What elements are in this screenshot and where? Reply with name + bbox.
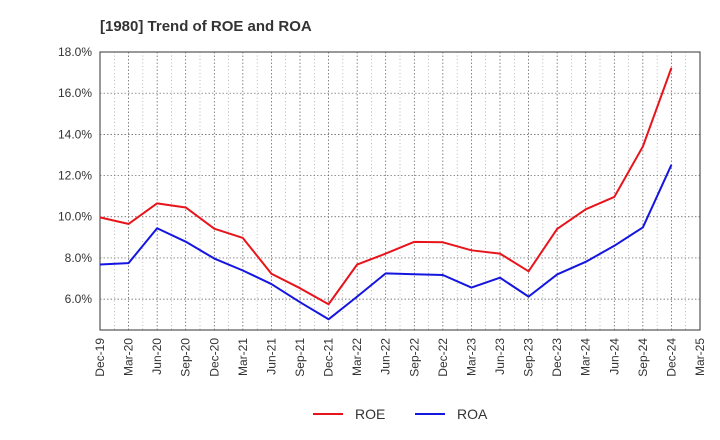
x-tick-label: Jun-24 bbox=[607, 338, 621, 375]
x-tick-label: Mar-21 bbox=[236, 338, 250, 376]
gridlines bbox=[100, 52, 700, 330]
x-tick-label: Dec-22 bbox=[436, 338, 450, 377]
x-tick-label: Sep-24 bbox=[636, 338, 650, 377]
x-tick-label: Dec-21 bbox=[322, 338, 336, 377]
x-tick-label: Dec-20 bbox=[207, 338, 221, 377]
series-lines bbox=[99, 67, 673, 321]
y-tick-label: 6.0% bbox=[65, 292, 93, 306]
x-tick-label: Mar-23 bbox=[464, 338, 478, 376]
x-tick-label: Dec-23 bbox=[550, 338, 564, 377]
x-tick-label: Jun-23 bbox=[493, 338, 507, 375]
plot-area bbox=[99, 51, 701, 331]
plot-frame bbox=[99, 51, 701, 331]
x-tick-label: Sep-21 bbox=[293, 338, 307, 377]
y-tick-label: 18.0% bbox=[58, 45, 92, 59]
x-tick-label: Jun-20 bbox=[150, 338, 164, 375]
x-axis-ticks: Dec-19 Mar-20 Jun-20 Sep-20 Dec-20 Mar-21 Jun-… bbox=[93, 338, 707, 377]
x-tick-label: Mar-22 bbox=[350, 338, 364, 376]
y-tick-label: 12.0% bbox=[58, 169, 92, 183]
y-tick-label: 8.0% bbox=[65, 251, 93, 265]
x-tick-label: Sep-20 bbox=[179, 338, 193, 377]
legend-label-roe: ROE bbox=[355, 406, 385, 422]
x-tick-label: Mar-25 bbox=[693, 338, 707, 376]
x-tick-label: Mar-24 bbox=[579, 338, 593, 376]
x-tick-label: Dec-24 bbox=[664, 338, 678, 377]
x-tick-label: Mar-20 bbox=[122, 338, 136, 376]
legend-label-roa: ROA bbox=[457, 406, 488, 422]
y-tick-label: 14.0% bbox=[58, 127, 92, 141]
legend: ROE ROA bbox=[313, 406, 488, 422]
chart-title: [1980] Trend of ROE and ROA bbox=[100, 18, 312, 35]
y-tick-label: 10.0% bbox=[58, 210, 92, 224]
x-tick-label: Sep-23 bbox=[522, 338, 536, 377]
y-tick-label: 16.0% bbox=[58, 86, 92, 100]
x-tick-label: Sep-22 bbox=[407, 338, 421, 377]
x-tick-label: Jun-21 bbox=[264, 338, 278, 375]
y-axis-ticks: 6.0% 8.0% 10.0% 12.0% 14.0% 16.0% 18.0% bbox=[58, 45, 92, 306]
series-line-roe bbox=[99, 67, 673, 306]
x-tick-label: Dec-19 bbox=[93, 338, 107, 377]
series-line-roa bbox=[99, 164, 673, 321]
x-tick-label: Jun-22 bbox=[379, 338, 393, 375]
